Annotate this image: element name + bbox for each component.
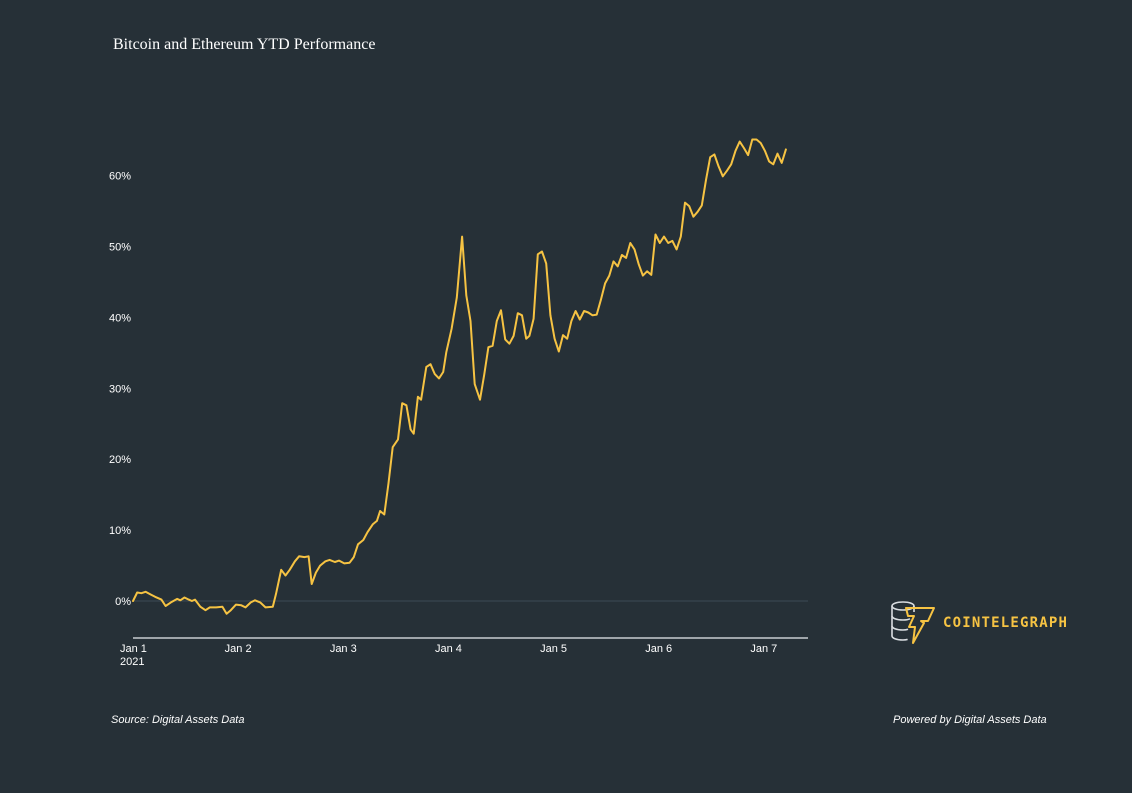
- chart-title: Bitcoin and Ethereum YTD Performance: [113, 36, 376, 53]
- x-tick-label: Jan 2: [225, 643, 252, 655]
- x-tick-label: Jan 7: [750, 643, 777, 655]
- cointelegraph-logo: COINTELEGRAPH: [888, 599, 1088, 647]
- x-tick-label: Jan 1: [120, 643, 147, 655]
- y-tick-label: 10%: [109, 525, 131, 537]
- series-line: [132, 138, 787, 615]
- y-tick-label: 0%: [115, 596, 131, 608]
- x-tick-label: Jan 3: [330, 643, 357, 655]
- x-tick-sublabel: 2021: [120, 656, 144, 668]
- y-tick-label: 20%: [109, 454, 131, 466]
- x-tick-label: Jan 4: [435, 643, 462, 655]
- y-tick-label: 50%: [109, 242, 131, 254]
- y-tick-label: 40%: [109, 312, 131, 324]
- y-axis-ticks: 0% 10% 20% 30% 40% 50% 60%: [109, 171, 131, 608]
- y-tick-label: 60%: [109, 171, 131, 183]
- x-tick-label: Jan 6: [645, 643, 672, 655]
- x-tick-label: Jan 5: [540, 643, 567, 655]
- y-tick-label: 30%: [109, 383, 131, 395]
- source-note: Source: Digital Assets Data: [111, 714, 245, 726]
- coin-stack-lightning-icon: [891, 601, 935, 644]
- logo-text: COINTELEGRAPH: [943, 615, 1069, 631]
- powered-by-note: Powered by Digital Assets Data: [893, 714, 1047, 726]
